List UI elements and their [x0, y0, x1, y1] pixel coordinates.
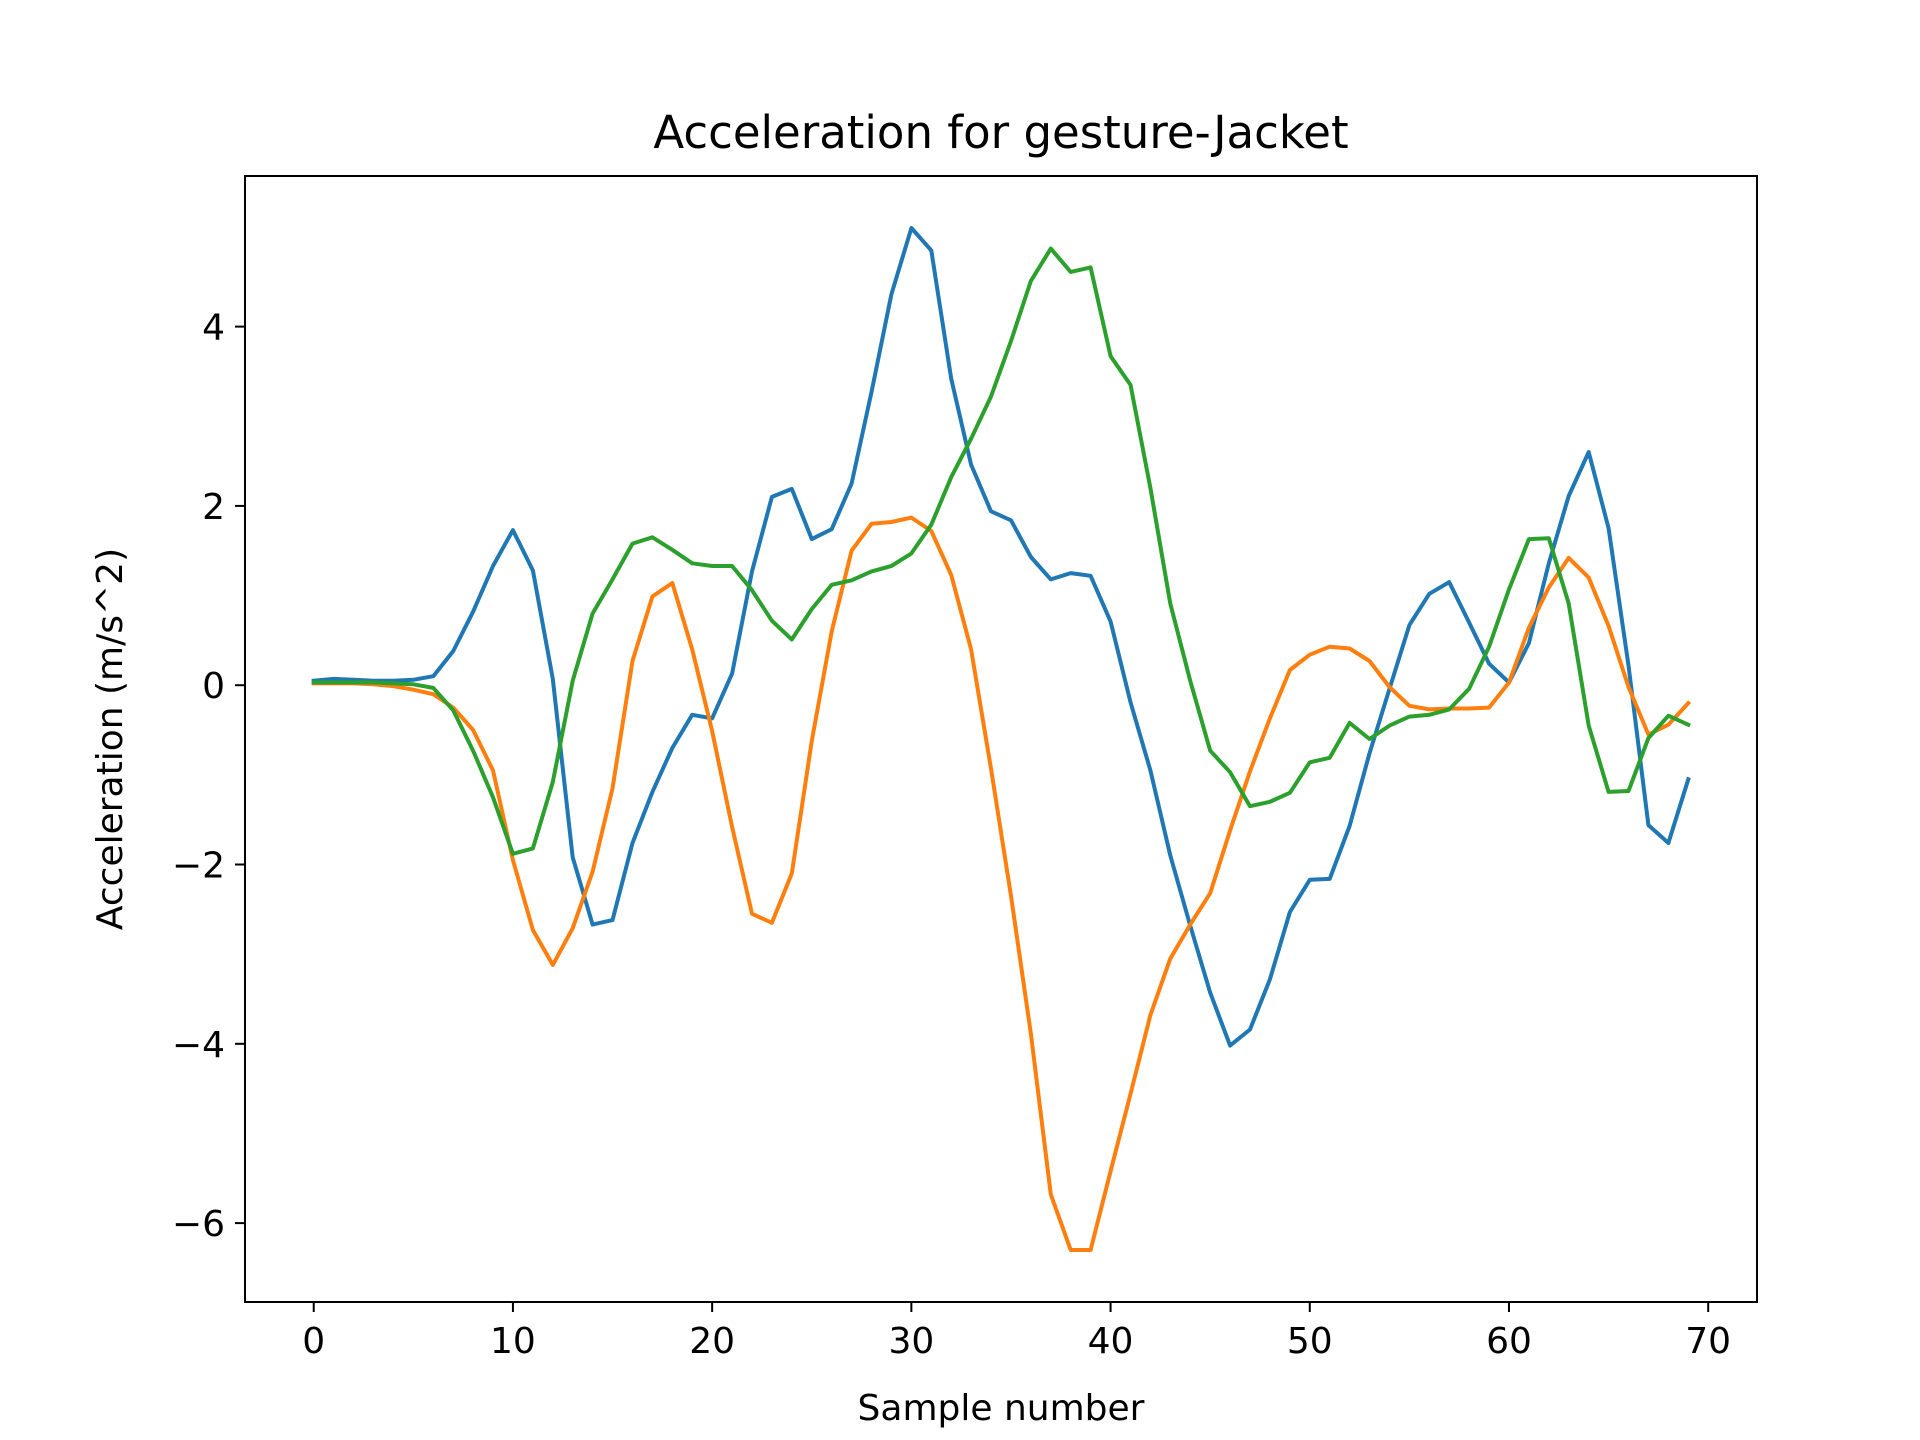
- x-tick-label: 10: [490, 1321, 536, 1362]
- x-tick-label: 50: [1287, 1321, 1333, 1362]
- y-tick-label: 0: [202, 666, 225, 707]
- x-tick-label: 60: [1486, 1321, 1532, 1362]
- x-axis-label: Sample number: [858, 1388, 1145, 1429]
- y-axis-label: Acceleration (m/s^2): [90, 548, 131, 930]
- y-tick-label: −2: [172, 846, 225, 887]
- series-layer: [311, 226, 1692, 1252]
- y-tick-label: 2: [202, 487, 225, 528]
- series-line-3: [311, 246, 1691, 856]
- y-tick-label: −6: [172, 1204, 225, 1245]
- series-line-2: [311, 515, 1692, 1252]
- y-axis: 4 2 0 −2 −4 −6: [172, 308, 245, 1245]
- x-tick-label: 70: [1685, 1321, 1731, 1362]
- y-tick-label: −4: [172, 1025, 225, 1066]
- x-tick-label: 30: [888, 1321, 934, 1362]
- x-tick-label: 20: [689, 1321, 735, 1362]
- plot-frame: [244, 175, 1758, 1303]
- chart-title: Acceleration for gesture-Jacket: [653, 106, 1348, 159]
- x-axis: 0 10 20 30 40 50 60 70: [302, 1302, 1731, 1362]
- x-tick-label: 0: [302, 1321, 325, 1362]
- x-tick-label: 40: [1088, 1321, 1134, 1362]
- y-tick-label: 4: [202, 308, 225, 349]
- series-line-1: [311, 226, 1691, 1048]
